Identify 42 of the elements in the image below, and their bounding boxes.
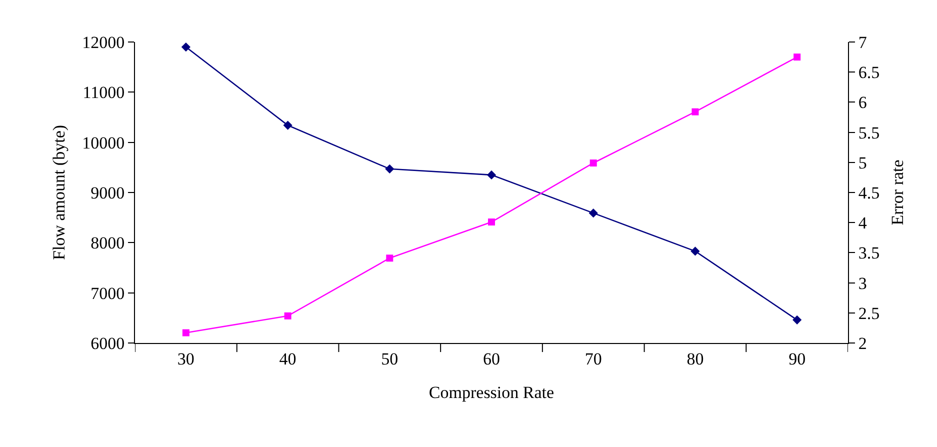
y2-tick-label: 6 [858,93,867,112]
y2-axis-title: Error rate [888,160,908,226]
y-tick-label: 11000 [82,83,125,102]
point [792,315,802,324]
y-tick-label: 12000 [82,32,125,52]
y2-tick-label: 7 [858,32,868,52]
y2-tick-label: 5.5 [858,123,880,142]
point [385,164,394,174]
y2-tick-label: 6.5 [858,63,880,82]
x-tick-label: 90 [788,349,806,368]
point [590,160,597,166]
y-tick-label: 7000 [90,284,125,303]
point [182,329,190,336]
y2-tick-label: 2 [858,334,867,353]
y2-tick-label: 3.5 [858,244,880,263]
y-axis-title: Flow amount (byte) [50,124,69,260]
point [386,254,394,262]
point [181,42,190,52]
x-axis-title: Compression Rate [428,382,554,402]
point [692,108,699,116]
point [284,312,292,320]
x-tick-label: 70 [584,349,602,368]
y2-tick-label: 2.5 [858,304,880,323]
y2-tick-label: 4.5 [858,183,880,202]
point [486,170,496,180]
y-tick-label: 10000 [82,133,125,152]
y2-tick-label: 4 [858,214,868,233]
y2-tick-label: 3 [858,274,867,293]
point [488,218,495,226]
x-tick-label: 40 [279,349,296,368]
x-tick-label: 80 [686,349,704,368]
y-tick-label: 8000 [90,234,125,253]
y-tick-label: 9000 [90,183,125,202]
y-tick-label: 6000 [90,334,125,353]
y2-tick-label: 5 [858,153,867,172]
x-tick-label: 60 [483,349,500,368]
point [283,120,292,130]
point [588,208,598,218]
x-tick-label: 30 [177,349,194,368]
point [794,54,801,61]
x-tick-label: 50 [381,349,398,368]
point [690,246,700,256]
